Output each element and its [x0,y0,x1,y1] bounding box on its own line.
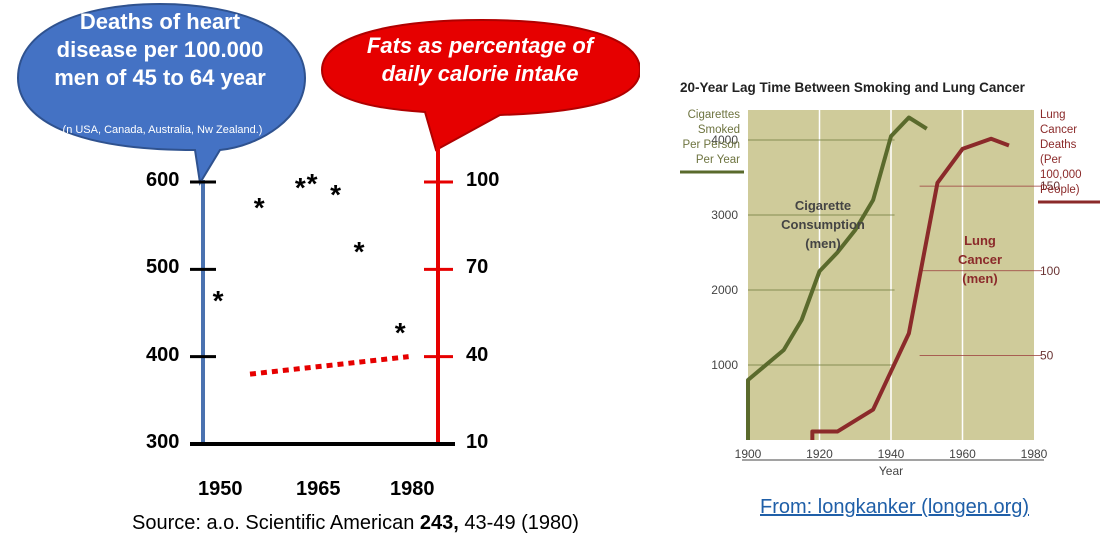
left-axis-title-line: Cigarettes [688,109,741,121]
right-bubble-title: Fats as percentage of daily calorie inta… [366,33,594,86]
scatter-point: * [330,178,342,210]
left-tick-label: 600 [146,169,180,191]
scatter-point: * [353,236,365,268]
lung-series-label: Cancer [958,252,1002,267]
left-bubble-title: Deaths of heart disease per 100.000 men … [54,9,266,90]
x-tick-label: 1920 [806,447,833,461]
lung-series-label: (men) [962,271,997,286]
cigarette-series-label: Cigarette [795,198,851,213]
left-tick-label: 3000 [711,208,738,222]
source-prefix: Source: a.o. Scientific American [132,512,420,534]
x-tick-label: 1980 [390,478,435,500]
right-tick-label: 40 [466,343,489,366]
left-axis-title-line: Per Person [682,139,740,151]
lung-cancer-line [810,136,1010,440]
left-axis-title-line: Per Year [696,154,740,166]
right-tick-marks [424,180,453,359]
scatter-point: * [212,285,224,317]
x-tick-label: 1940 [878,447,905,461]
x-axis-title: Year [879,464,903,478]
heart-disease-chart [16,2,640,446]
right-tick-label: 100 [1040,264,1060,278]
right-axis-title-line: 100,000 [1040,169,1082,181]
left-tick-marks [190,180,216,359]
left-tick-label: 2000 [711,283,738,297]
x-tick-label: 1900 [735,447,762,461]
x-tick-label: 1950 [198,478,243,500]
source-suffix: 43-49 (1980) [458,512,579,534]
left-tick-label: 500 [146,256,180,279]
x-tick-label: 1960 [949,447,976,461]
right-tick-label: 70 [466,256,489,279]
left-tick-label: 300 [146,431,180,453]
blue-speech-bubble [16,2,307,186]
left-tick-label: 1000 [711,358,738,372]
axes [680,170,1100,461]
right-tick-label: 100 [466,169,500,191]
dotted-trend-line [249,354,409,377]
right-tick-label: 50 [1040,348,1054,362]
right-axis-title-line: Cancer [1040,124,1077,136]
source-link[interactable]: From: longkanker (longen.org) [760,496,1030,518]
source-citation: Source: a.o. Scientific American 243, 43… [132,512,579,535]
left-tick-label: 400 [146,343,180,366]
smoking-lung-cancer-chart: 20-Year Lag Time Between Smoking and Lun… [680,80,1100,478]
lung-series-label: Lung [964,233,996,248]
x-tick-label: 1965 [296,478,341,500]
left-tick-label: 4000 [711,133,738,147]
fat-trend-series [249,354,409,377]
right-tick-label: 150 [1040,179,1060,193]
left-axis-title-line: Smoked [698,124,740,136]
right-axis-title-line: People) [1040,184,1080,196]
x-tick-label: 1980 [1021,447,1048,461]
source-volume: 243, [419,512,459,534]
series-lines [746,115,1010,440]
speech-bubbles [16,2,640,186]
scatter-point: * [306,168,318,200]
right-axis-title-line: Lung [1040,109,1066,121]
cigarette-series-label: (men) [805,236,840,251]
scatter-point: * [253,191,265,223]
chart-title: 20-Year Lag Time Between Smoking and Lun… [680,80,1026,95]
axis-labels: 1900 1920 1940 1960 1980 Year 1000 2000 3000 4000… [682,109,1081,478]
scatter-point: * [394,316,406,348]
right-tick-label: 10 [466,431,489,453]
red-speech-bubble [320,18,640,152]
right-axis-title-line: (Per [1040,154,1062,166]
left-bubble-note: (n USA, Canada, Australia, Nw Zealand.) [62,124,263,136]
cigarette-series-label: Consumption [781,217,865,232]
cigarette-line [746,115,928,440]
scatter-point: * [294,171,306,203]
right-axis-title-line: Deaths [1040,139,1077,151]
